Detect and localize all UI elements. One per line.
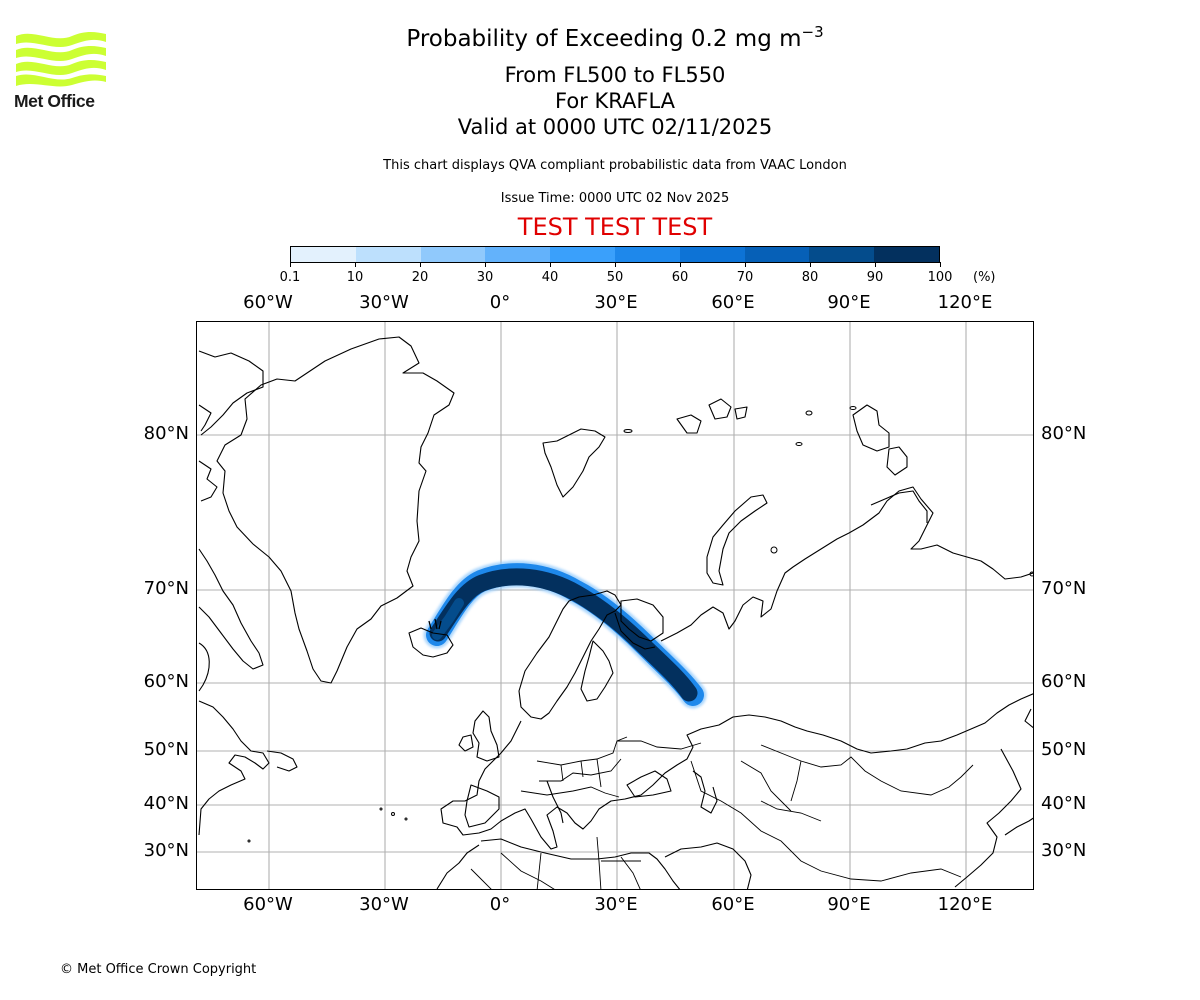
colorbar-tick-label: 20 (411, 270, 429, 285)
longitude-label: 0° (489, 894, 511, 915)
colorbar-segment (291, 247, 356, 262)
brand-name: Met Office (14, 91, 95, 111)
longitude-label: 60°W (243, 894, 293, 915)
met-office-logo: Met Office (14, 30, 108, 112)
longitude-label: 30°E (594, 894, 638, 915)
met-office-wave-logo-icon (16, 32, 106, 87)
longitude-label: 90°E (827, 894, 871, 915)
islands (247, 406, 1033, 843)
colorbar-tick (810, 262, 811, 267)
coastlines (198, 336, 1033, 889)
data-source-note: This chart displays QVA compliant probab… (383, 158, 847, 173)
latitude-label: 60°N (1041, 671, 1087, 692)
colorbar-tick-label: 0.1 (279, 270, 301, 285)
country-borders (470, 736, 974, 889)
map-canvas (197, 322, 1033, 889)
colorbar-tick-label: 100 (927, 270, 953, 285)
colorbar-tick (550, 262, 551, 267)
colorbar-tick (420, 262, 421, 267)
colorbar-tick (615, 262, 616, 267)
latitude-label: 80°N (1041, 423, 1087, 444)
longitude-label: 120°E (937, 894, 993, 915)
colorbar-tick (940, 262, 941, 267)
valid-time: Valid at 0000 UTC 02/11/2025 (457, 115, 773, 139)
colorbar-tick-label: 70 (736, 270, 754, 285)
chart-subtitle: From FL500 to FL550 For KRAFLA Valid at … (0, 62, 1200, 140)
title-text: Probability of Exceeding 0.2 mg m (406, 26, 802, 52)
colorbar-tick-label: 10 (346, 270, 364, 285)
colorbar-unit: (%) (973, 270, 996, 285)
test-banner: TEST TEST TEST (517, 213, 713, 241)
colorbar-segment (809, 247, 875, 262)
colorbar-segment (355, 247, 421, 262)
colorbar-tick (875, 262, 876, 267)
colorbar-tick (680, 262, 681, 267)
latitude-label: 80°N (143, 423, 189, 444)
latitude-label: 40°N (143, 793, 189, 814)
longitude-label: 30°W (359, 894, 409, 915)
colorbar-segment (614, 247, 680, 262)
colorbar-tick-label: 60 (671, 270, 689, 285)
colorbar-tick (745, 262, 746, 267)
title-unit-exponent: −3 (801, 23, 824, 41)
colorbar-tick (485, 262, 486, 267)
colorbar-segment (874, 247, 939, 262)
map-panel (196, 321, 1034, 890)
latitude-label: 30°N (1041, 840, 1087, 861)
chart-title: Probability of Exceeding 0.2 mg m−3 (0, 23, 1200, 52)
longitude-label: 60°E (711, 292, 755, 313)
latitude-label: 50°N (1041, 739, 1087, 760)
colorbar-segment (744, 247, 810, 262)
colorbar-tick-label: 30 (476, 270, 494, 285)
longitude-label: 120°E (937, 292, 993, 313)
latitude-label: 50°N (143, 739, 189, 760)
volcano-name: For KRAFLA (555, 89, 675, 113)
longitude-label: 90°E (827, 292, 871, 313)
colorbar-tick-label: 90 (866, 270, 884, 285)
latitude-label: 70°N (143, 578, 189, 599)
latitude-label: 60°N (143, 671, 189, 692)
colorbar-segment (485, 247, 551, 262)
colorbar-segment (679, 247, 745, 262)
colorbar-segment (420, 247, 486, 262)
latitude-label: 40°N (1041, 793, 1087, 814)
latitude-label: 70°N (1041, 578, 1087, 599)
colorbar-segment (550, 247, 615, 262)
colorbar-tick-label: 80 (801, 270, 819, 285)
copyright: © Met Office Crown Copyright (60, 962, 257, 977)
longitude-label: 60°E (711, 894, 755, 915)
ash-plume (423, 560, 707, 709)
longitude-label: 30°E (594, 292, 638, 313)
longitude-label: 30°W (359, 292, 409, 313)
latitude-label: 30°N (143, 840, 189, 861)
colorbar-tick (290, 262, 291, 267)
longitude-label: 60°W (243, 292, 293, 313)
colorbar-tick (355, 262, 356, 267)
colorbar-tick-label: 40 (541, 270, 559, 285)
longitude-label: 0° (489, 292, 511, 313)
issue-time: Issue Time: 0000 UTC 02 Nov 2025 (500, 191, 730, 206)
level-range: From FL500 to FL550 (504, 63, 726, 87)
colorbar-tick-label: 50 (606, 270, 624, 285)
probability-colorbar (290, 246, 940, 263)
